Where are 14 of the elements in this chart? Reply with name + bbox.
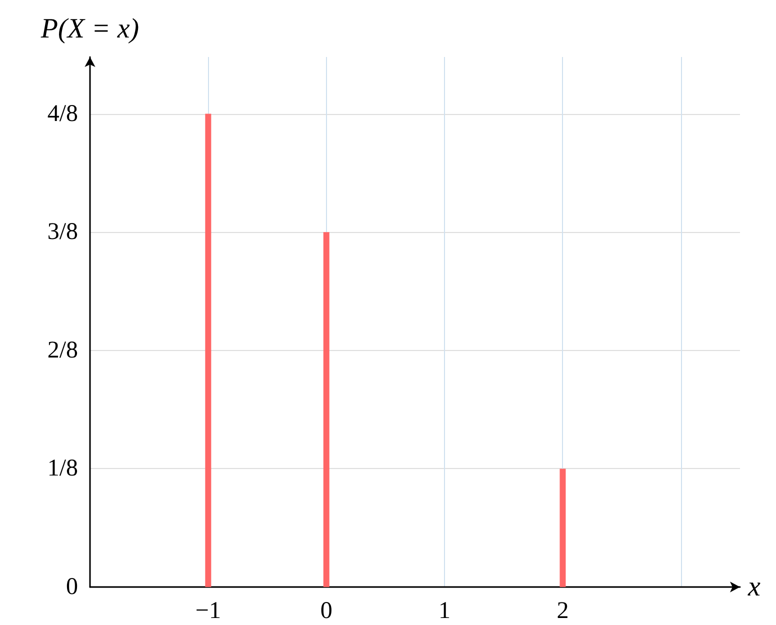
- y-tick-label: 0: [66, 574, 78, 600]
- y-tick-label: 4/8: [47, 100, 78, 127]
- y-tick-label: 1/8: [47, 456, 78, 482]
- x-tick-label: 2: [556, 598, 569, 624]
- y-tick-label: 2/8: [47, 337, 78, 364]
- bar: [560, 468, 566, 587]
- y-axis-title: P(X = x): [40, 14, 140, 44]
- x-tick-label: 0: [320, 598, 332, 624]
- bar: [323, 232, 330, 587]
- x-tick-label: 1: [438, 598, 451, 624]
- x-tick-label: −1: [195, 598, 221, 624]
- y-tick-label: 3/8: [47, 219, 78, 246]
- x-axis-title: x: [747, 572, 761, 602]
- bar: [205, 114, 212, 587]
